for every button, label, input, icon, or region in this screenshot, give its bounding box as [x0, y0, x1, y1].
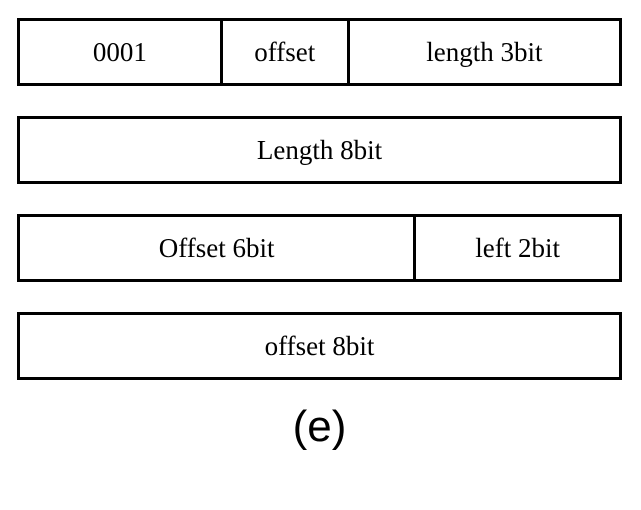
- cell-left-2bit: left 2bit: [416, 214, 622, 282]
- row-1: 0001 offset length 3bit: [17, 18, 622, 86]
- cell-offset-small: offset: [223, 18, 350, 86]
- cell-length-8bit: Length 8bit: [17, 116, 622, 184]
- row-3: Offset 6bit left 2bit: [17, 214, 622, 282]
- diagram-container: 0001 offset length 3bit Length 8bit Offs…: [0, 0, 641, 510]
- caption: (e): [17, 402, 622, 452]
- row-4: offset 8bit: [17, 312, 622, 380]
- cell-length-3bit: length 3bit: [350, 18, 622, 86]
- cell-offset-6bit: Offset 6bit: [17, 214, 416, 282]
- row-2: Length 8bit: [17, 116, 622, 184]
- cell-0001: 0001: [17, 18, 223, 86]
- cell-offset-8bit: offset 8bit: [17, 312, 622, 380]
